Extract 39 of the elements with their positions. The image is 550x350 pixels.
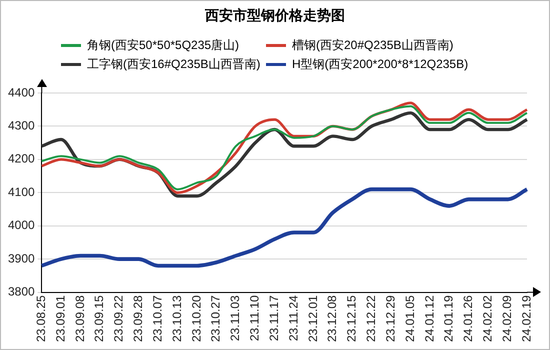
x-tick-label: 24.02.19 xyxy=(519,294,534,342)
x-tick-label: 23.10.13 xyxy=(170,294,184,342)
x-tick-label: 23.12.22 xyxy=(364,294,378,342)
x-tick-label: 23.12.01 xyxy=(306,294,320,342)
x-tick-label: 23.11.10 xyxy=(248,294,262,342)
x-tick-label: 23.10.27 xyxy=(208,294,223,342)
x-tick-label: 23.12.15 xyxy=(344,294,359,342)
y-tick-label: 4400 xyxy=(8,85,36,100)
x-tick-label: 23.11.03 xyxy=(228,294,242,342)
legend-label: H型钢(西安200*200*8*12Q235B) xyxy=(292,56,468,73)
y-tick-label: 3800 xyxy=(8,284,36,299)
x-tick-label: 23.12.08 xyxy=(325,294,340,342)
x-tick-label: 24.01.05 xyxy=(402,294,417,342)
x-tick-label: 23.09.28 xyxy=(131,294,146,342)
x-tick-label: 23.08.25 xyxy=(34,294,48,342)
x-tick-label: 23.12.29 xyxy=(383,294,398,342)
x-tick-label: 23.10.20 xyxy=(189,294,204,342)
x-tick-label: 24.01.12 xyxy=(422,294,436,342)
x-tick-label: 23.11.24 xyxy=(286,294,300,342)
y-tick-label: 4300 xyxy=(8,118,36,133)
x-tick-label: 24.01.19 xyxy=(442,294,456,342)
y-tick-label: 3900 xyxy=(8,251,36,266)
x-tick-label: 24.01.26 xyxy=(461,294,476,342)
y-tick-label: 4000 xyxy=(8,218,36,232)
x-tick-label: 23.09.08 xyxy=(72,294,87,342)
x-tick-label: 24.02.02 xyxy=(480,294,494,342)
line-series xyxy=(40,187,529,268)
y-tick-label: 4200 xyxy=(8,152,36,166)
legend-label: 角钢(西安50*50*5Q235唐山) xyxy=(87,37,240,54)
x-tick-label: 23.10.07 xyxy=(150,294,164,342)
x-tick-label: 23.11.17 xyxy=(266,294,281,342)
x-tick-label: 23.09.22 xyxy=(112,294,126,342)
x-tick-label: 23.09.15 xyxy=(92,294,106,342)
x-tick-label: 24.02.09 xyxy=(500,294,514,342)
x-tick-label: 23.09.01 xyxy=(53,294,68,342)
legend-label: 槽钢(西安20#Q235B山西晋南) xyxy=(292,37,454,54)
chart-title: 西安市型钢价格走势图 xyxy=(204,7,346,25)
y-tick-label: 4100 xyxy=(8,184,36,199)
legend-label: 工字钢(西安16#Q235B山西晋南) xyxy=(87,56,260,73)
